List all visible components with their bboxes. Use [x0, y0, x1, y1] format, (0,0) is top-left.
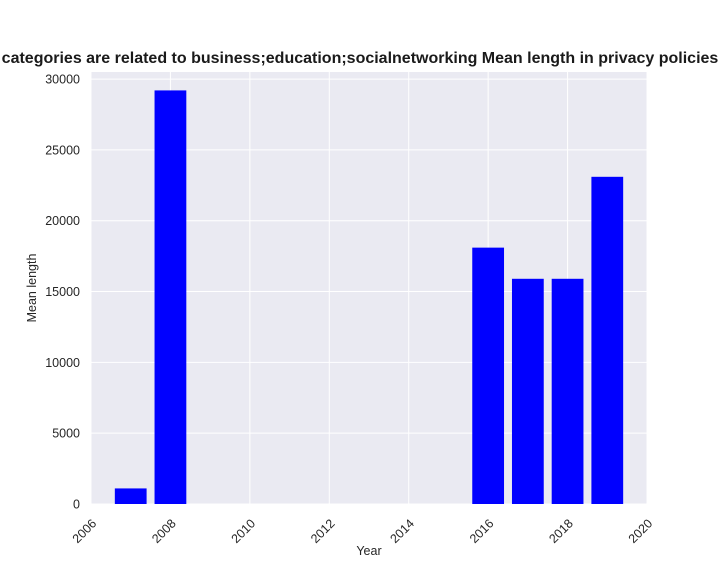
- bar-2016: [472, 247, 505, 504]
- x-tick-label: 2018: [546, 516, 576, 546]
- x-tick-label: 2010: [229, 516, 259, 546]
- x-axis-label: Year: [356, 544, 381, 558]
- y-axis-ticks: 0 5000 10000 15000 20000 25000 30000: [45, 73, 80, 512]
- bar-2008: [154, 90, 187, 504]
- x-axis-ticks: 2006 2008 2010 2012 2014 2016 2018 2020: [70, 516, 656, 546]
- x-tick-label: 2012: [308, 516, 338, 546]
- y-tick-label: 25000: [45, 143, 80, 157]
- x-tick-label: 2016: [467, 516, 497, 546]
- y-tick-label: 20000: [45, 214, 80, 228]
- x-tick-label: 2008: [149, 516, 179, 546]
- y-tick-label: 10000: [45, 356, 80, 370]
- bar-2017: [511, 278, 544, 504]
- y-tick-label: 0: [73, 498, 80, 512]
- x-tick-label: 2020: [626, 516, 656, 546]
- y-axis-label: Mean length: [25, 254, 39, 323]
- bar-2007: [114, 488, 147, 504]
- y-tick-label: 15000: [45, 285, 80, 299]
- bar-2018: [551, 278, 584, 504]
- bar-2019: [591, 176, 624, 504]
- y-tick-label: 30000: [45, 73, 80, 87]
- chart-title: categories are related to business;educa…: [2, 50, 719, 67]
- x-tick-label: 2006: [70, 516, 100, 546]
- x-tick-label: 2014: [387, 516, 417, 546]
- bars: [114, 90, 624, 504]
- y-tick-label: 5000: [52, 427, 80, 441]
